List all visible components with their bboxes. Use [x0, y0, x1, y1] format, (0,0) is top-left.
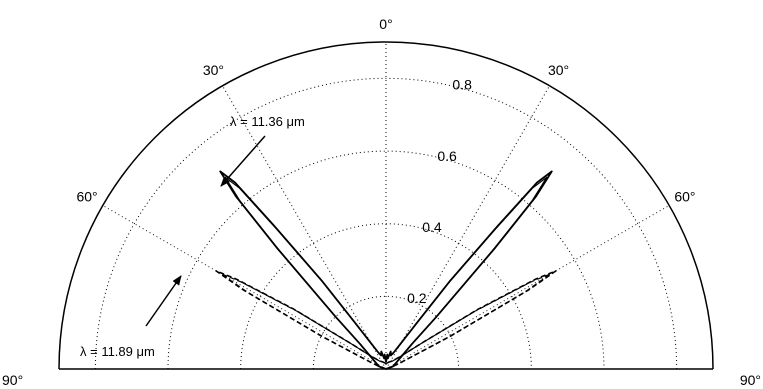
annotations: λ = 11.36 μm λ = 11.89 μm [80, 114, 305, 359]
tick-labels: 0.2 0.4 0.6 0.8 90° 60° 30° 0° 30° 60° 90° [2, 16, 761, 388]
angular-grid-spoke [222, 85, 387, 370]
angle-tick-label: 90° [740, 372, 761, 388]
annotation-label-11-36: λ = 11.36 μm [230, 114, 305, 129]
radial-tick-label: 0.2 [407, 290, 427, 306]
angle-tick-label: 90° [2, 372, 23, 388]
polar-grid [58, 41, 714, 370]
radial-tick-label: 0.4 [422, 219, 442, 235]
series-line-solid-inner [224, 176, 548, 370]
angle-tick-label: 60° [76, 188, 97, 204]
radial-tick-label: 0.6 [437, 148, 457, 164]
angle-tick-label: 30° [548, 62, 569, 78]
series-line-solid [219, 170, 553, 370]
annotation-arrow-11-36 [220, 135, 266, 187]
angle-tick-label: 60° [674, 188, 695, 204]
annotation-label-11-89: λ = 11.89 μm [80, 344, 155, 359]
angle-tick-label: 30° [203, 62, 224, 78]
angular-grid-spoke [385, 205, 670, 370]
radial-tick-label: 0.8 [452, 77, 472, 93]
series-line-dashed-inner [220, 273, 552, 370]
radial-grid-circle [240, 223, 532, 370]
radial-grid-circle [94, 78, 678, 370]
angular-grid-spoke [385, 85, 550, 370]
angle-tick-label: 0° [379, 16, 392, 32]
outer-boundary [58, 41, 714, 370]
annotation-arrow-11-89 [145, 275, 182, 327]
series-layer [215, 170, 557, 370]
angular-grid-spoke [102, 205, 387, 370]
